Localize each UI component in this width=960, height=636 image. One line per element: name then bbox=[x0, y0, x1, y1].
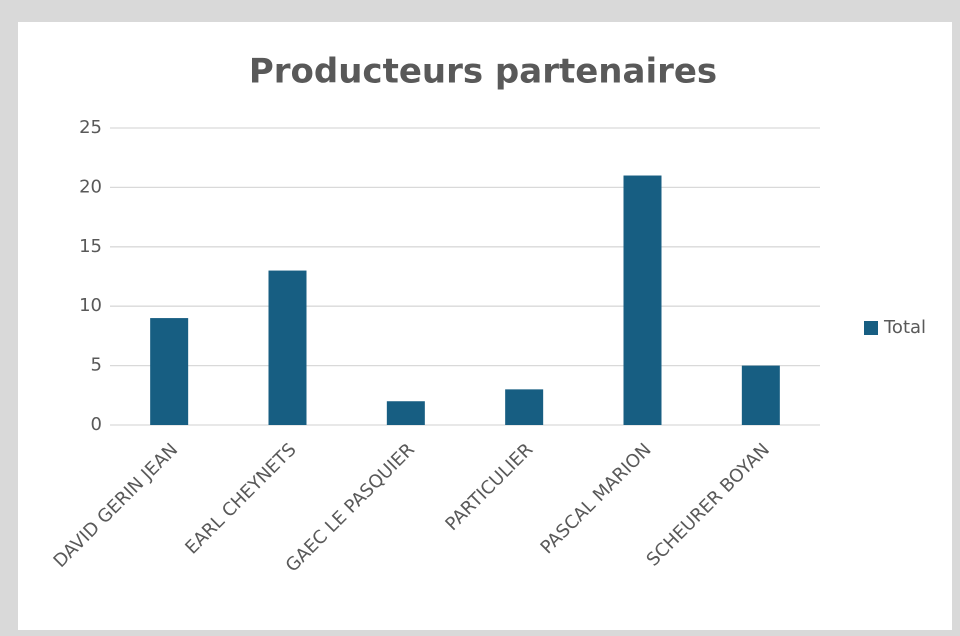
chart-title: Producteurs partenaires bbox=[249, 52, 717, 92]
y-tick-label: 25 bbox=[79, 117, 102, 138]
y-tick-label: 20 bbox=[79, 176, 102, 197]
bar bbox=[386, 401, 425, 425]
bar bbox=[505, 389, 544, 425]
y-tick-label: 5 bbox=[91, 355, 102, 376]
bar bbox=[150, 318, 189, 425]
bar bbox=[268, 270, 307, 425]
y-tick-label: 0 bbox=[91, 414, 102, 435]
legend-swatch bbox=[864, 321, 878, 335]
bar bbox=[623, 175, 662, 425]
legend-label: Total bbox=[883, 317, 926, 338]
bar bbox=[741, 365, 780, 425]
y-tick-label: 15 bbox=[79, 236, 102, 257]
y-tick-label: 10 bbox=[79, 295, 102, 316]
